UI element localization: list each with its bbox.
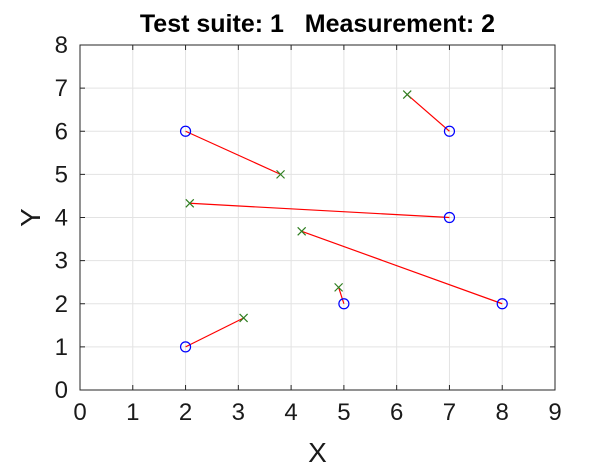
y-tick-label: 5 xyxy=(55,161,68,188)
y-tick-label: 0 xyxy=(55,377,68,404)
x-tick-label: 4 xyxy=(284,399,297,426)
connector-line xyxy=(338,287,345,304)
y-tick-label: 2 xyxy=(55,291,68,318)
x-tick-label: 7 xyxy=(443,399,456,426)
y-tick-label: 8 xyxy=(55,32,68,59)
circle-point xyxy=(338,298,350,310)
cross-point xyxy=(239,313,249,323)
y-axis-label: Y xyxy=(15,208,46,227)
cross-point xyxy=(297,226,307,236)
cross-point xyxy=(334,282,344,292)
x-tick-label: 1 xyxy=(126,399,139,426)
circle-point xyxy=(496,298,508,310)
connector-line xyxy=(301,230,503,305)
connector-line xyxy=(189,202,450,219)
markers xyxy=(179,90,508,353)
cross-point xyxy=(276,169,285,179)
x-tick-label: 3 xyxy=(232,399,245,426)
cross-point xyxy=(185,198,195,208)
circle-point xyxy=(443,211,456,224)
x-tick-label: 0 xyxy=(73,399,86,426)
y-tick-label: 6 xyxy=(55,118,68,145)
chart-title: Test suite: 1 Measurement: 2 xyxy=(140,10,495,38)
connectors xyxy=(185,94,503,348)
x-tick-label: 8 xyxy=(496,399,509,426)
connector-line xyxy=(406,94,450,132)
x-tick-label: 9 xyxy=(548,399,561,426)
y-tick-label: 3 xyxy=(55,248,68,275)
x-axis-label: X xyxy=(308,437,327,468)
x-tick-label: 2 xyxy=(179,399,192,426)
y-tick-label: 4 xyxy=(55,205,68,232)
ticks: 0 1 2 3 4 5 6 7 8 9 0 1 2 3 4 5 6 7 8 xyxy=(55,32,562,426)
circle-point xyxy=(179,125,192,137)
cross-point xyxy=(402,90,412,100)
grid xyxy=(80,45,555,390)
x-tick-label: 5 xyxy=(337,399,350,426)
connector-line xyxy=(185,130,281,175)
y-tick-label: 1 xyxy=(55,334,68,361)
circle-point xyxy=(179,341,192,353)
x-tick-label: 6 xyxy=(390,399,403,426)
y-tick-label: 7 xyxy=(55,75,68,102)
circle-point xyxy=(443,125,456,137)
connector-line xyxy=(185,317,244,348)
